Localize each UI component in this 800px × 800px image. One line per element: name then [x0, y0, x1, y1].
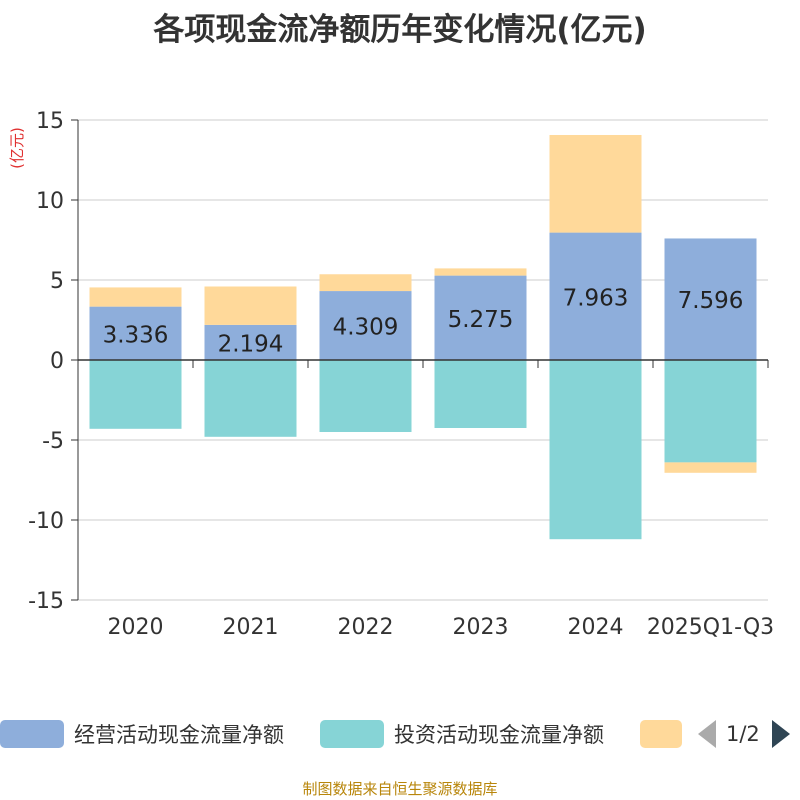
y-tick-label: 10 — [36, 189, 64, 214]
data-label: 7.963 — [563, 285, 629, 311]
bar-investing-2024 — [549, 360, 642, 540]
chart-legend: 经营活动现金流量净额 投资活动现金流量净额 1/2 — [0, 714, 800, 754]
y-tick-label: -5 — [42, 429, 64, 454]
y-tick-label: 15 — [36, 109, 64, 134]
legend-label-investing: 投资活动现金流量净额 — [394, 723, 604, 747]
legend-item-financing[interactable] — [640, 714, 692, 754]
bar-operating-2020 — [89, 306, 182, 360]
x-tick-label: 2021 — [223, 615, 279, 640]
bar-investing-2022 — [319, 360, 412, 432]
data-label: 7.596 — [678, 288, 744, 314]
y-tick-label: 5 — [50, 269, 64, 294]
bar-investing-2023 — [434, 360, 527, 428]
y-tick-label: -15 — [28, 589, 64, 614]
bar-operating-2025Q1-Q3 — [664, 238, 757, 360]
bar-financing-2022 — [319, 274, 412, 292]
chart-title: 各项现金流净额历年变化情况(亿元) — [153, 12, 647, 48]
x-tick-label: 2025Q1-Q3 — [647, 615, 774, 640]
bar-investing-2020 — [89, 360, 182, 429]
bar-operating-2023 — [434, 275, 527, 360]
chevron-left-icon[interactable] — [698, 720, 716, 748]
legend-item-operating[interactable]: 经营活动现金流量净额 — [0, 714, 284, 754]
y-axis-label: (亿元) — [8, 127, 26, 169]
legend-swatch-financing — [640, 720, 682, 748]
y-tick-label: 0 — [50, 349, 64, 374]
chevron-right-icon[interactable] — [771, 720, 790, 748]
legend-swatch-operating — [0, 720, 64, 748]
y-tick-label: -10 — [28, 509, 64, 534]
legend-page-indicator: 1/2 — [726, 722, 760, 746]
data-label: 4.309 — [333, 315, 399, 341]
x-tick-label: 2023 — [453, 615, 509, 640]
data-source-note: 制图数据来自恒生聚源数据库 — [302, 780, 498, 798]
bar-investing-2021 — [204, 360, 297, 437]
bar-financing-2021 — [204, 286, 297, 325]
bar-financing-2025Q1-Q3 — [664, 462, 757, 473]
legend-item-investing[interactable]: 投资活动现金流量净额 — [320, 714, 604, 754]
bar-financing-2024 — [549, 134, 642, 233]
x-tick-label: 2024 — [568, 615, 624, 640]
legend-label-operating: 经营活动现金流量净额 — [74, 723, 284, 747]
data-label: 2.194 — [218, 331, 284, 357]
x-tick-label: 2020 — [108, 615, 164, 640]
bar-operating-2022 — [319, 291, 412, 360]
chart-plot: 15 10 5 0 -5 -10 -15 (亿元) 3.336 2020 2.194 2021 4.30… — [8, 109, 774, 640]
data-label: 5.275 — [448, 307, 514, 333]
data-label: 3.336 — [103, 322, 169, 348]
legend-swatch-investing — [320, 720, 384, 748]
x-tick-label: 2022 — [338, 615, 394, 640]
bar-investing-2025Q1-Q3 — [664, 360, 757, 463]
legend-pager: 1/2 — [698, 714, 790, 754]
bar-financing-2023 — [434, 268, 527, 276]
bar-operating-2021 — [204, 324, 297, 360]
bar-financing-2020 — [89, 287, 182, 307]
bar-operating-2024 — [549, 232, 642, 360]
